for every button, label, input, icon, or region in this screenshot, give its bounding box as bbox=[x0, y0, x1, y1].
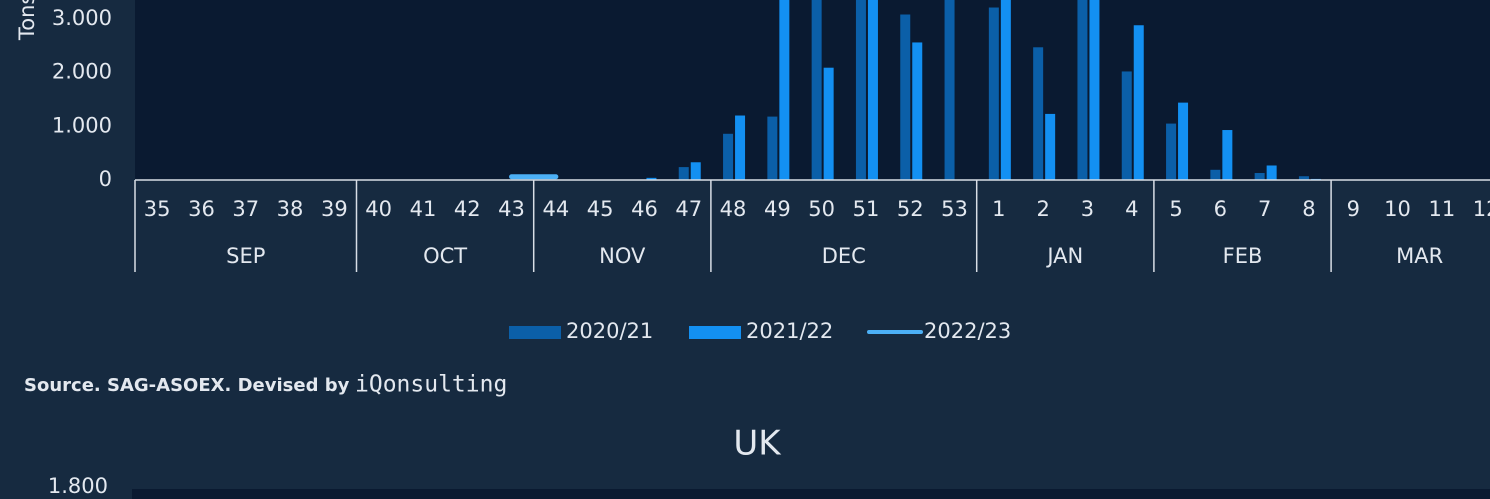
x-tick-label: 37 bbox=[232, 197, 259, 221]
bar bbox=[723, 133, 734, 180]
bar bbox=[1121, 71, 1132, 180]
x-tick-label: 44 bbox=[542, 197, 569, 221]
logo: iQonsulting bbox=[355, 372, 507, 398]
legend-label: 2021/22 bbox=[746, 319, 833, 343]
bar bbox=[811, 0, 822, 181]
y-tick-label: 0 bbox=[99, 167, 112, 191]
x-tick-label: 50 bbox=[808, 197, 835, 221]
x-tick-label: 45 bbox=[587, 197, 614, 221]
bar bbox=[1033, 47, 1044, 180]
y-tick-label: 1.000 bbox=[52, 113, 112, 137]
bar bbox=[900, 14, 911, 181]
x-tick-label: 53 bbox=[941, 197, 968, 221]
bar bbox=[855, 0, 866, 181]
x-tick-label: 48 bbox=[720, 197, 747, 221]
bar bbox=[1166, 123, 1177, 180]
month-label: MAR bbox=[1396, 244, 1443, 268]
bar bbox=[867, 0, 878, 181]
y-tick-label: 1.800 bbox=[48, 474, 108, 498]
bar bbox=[1133, 25, 1144, 181]
legend-label: 2020/21 bbox=[566, 319, 653, 343]
y-tick-label: 2.000 bbox=[52, 60, 112, 84]
bar bbox=[1254, 173, 1265, 180]
bar bbox=[1222, 130, 1233, 180]
legend-swatch bbox=[509, 326, 561, 339]
bar bbox=[1210, 169, 1221, 180]
bar bbox=[735, 115, 746, 180]
x-tick-label: 35 bbox=[144, 197, 171, 221]
x-tick-label: 6 bbox=[1214, 197, 1227, 221]
x-tick-label: 46 bbox=[631, 197, 658, 221]
bar bbox=[823, 67, 834, 180]
chart-title: UK bbox=[733, 424, 782, 464]
legend-label: 2022/23 bbox=[924, 319, 1011, 343]
x-tick-label: 4 bbox=[1125, 197, 1138, 221]
month-label: OCT bbox=[423, 244, 467, 268]
month-label: JAN bbox=[1045, 244, 1083, 268]
x-tick-label: 41 bbox=[410, 197, 437, 221]
x-tick-label: 5 bbox=[1169, 197, 1182, 221]
bar bbox=[912, 42, 923, 181]
x-tick-label: 42 bbox=[454, 197, 481, 221]
bar bbox=[944, 0, 955, 180]
month-label: DEC bbox=[822, 244, 866, 268]
bar bbox=[1089, 0, 1100, 180]
bar bbox=[690, 162, 701, 180]
x-tick-label: 39 bbox=[321, 197, 348, 221]
source: Source. SAG-ASOEX. Devised by bbox=[24, 375, 350, 396]
bar bbox=[988, 7, 999, 181]
bar bbox=[767, 116, 778, 180]
x-tick-label: 9 bbox=[1347, 197, 1360, 221]
month-label: NOV bbox=[599, 244, 646, 268]
x-tick-label: 2 bbox=[1036, 197, 1049, 221]
bar bbox=[678, 167, 689, 180]
x-tick-label: 49 bbox=[764, 197, 791, 221]
bar bbox=[1045, 113, 1056, 180]
x-tick-label: 10 bbox=[1384, 197, 1411, 221]
x-tick-label: 11 bbox=[1428, 197, 1455, 221]
bar bbox=[779, 0, 790, 180]
x-tick-label: 51 bbox=[853, 197, 880, 221]
bar bbox=[1266, 165, 1277, 180]
bar bbox=[1298, 176, 1309, 180]
x-tick-label: 8 bbox=[1302, 197, 1315, 221]
month-label: FEB bbox=[1223, 244, 1263, 268]
x-tick-label: 36 bbox=[188, 197, 215, 221]
plot-area-2 bbox=[132, 489, 1490, 499]
bar bbox=[1077, 0, 1088, 181]
x-tick-label: 12 bbox=[1473, 197, 1490, 221]
y-tick-label: 3.000 bbox=[52, 6, 112, 30]
x-tick-label: 38 bbox=[277, 197, 304, 221]
x-tick-label: 52 bbox=[897, 197, 924, 221]
legend-swatch bbox=[689, 326, 741, 339]
x-tick-label: 40 bbox=[365, 197, 392, 221]
x-tick-label: 43 bbox=[498, 197, 525, 221]
bar bbox=[646, 177, 657, 180]
month-label: SEP bbox=[226, 244, 265, 268]
x-tick-label: 3 bbox=[1081, 197, 1094, 221]
bar bbox=[1178, 102, 1189, 180]
y-axis-label: Tons bbox=[15, 0, 39, 41]
bar bbox=[1000, 0, 1011, 181]
x-tick-label: 7 bbox=[1258, 197, 1271, 221]
x-tick-label: 1 bbox=[992, 197, 1005, 221]
x-tick-label: 47 bbox=[675, 197, 702, 221]
